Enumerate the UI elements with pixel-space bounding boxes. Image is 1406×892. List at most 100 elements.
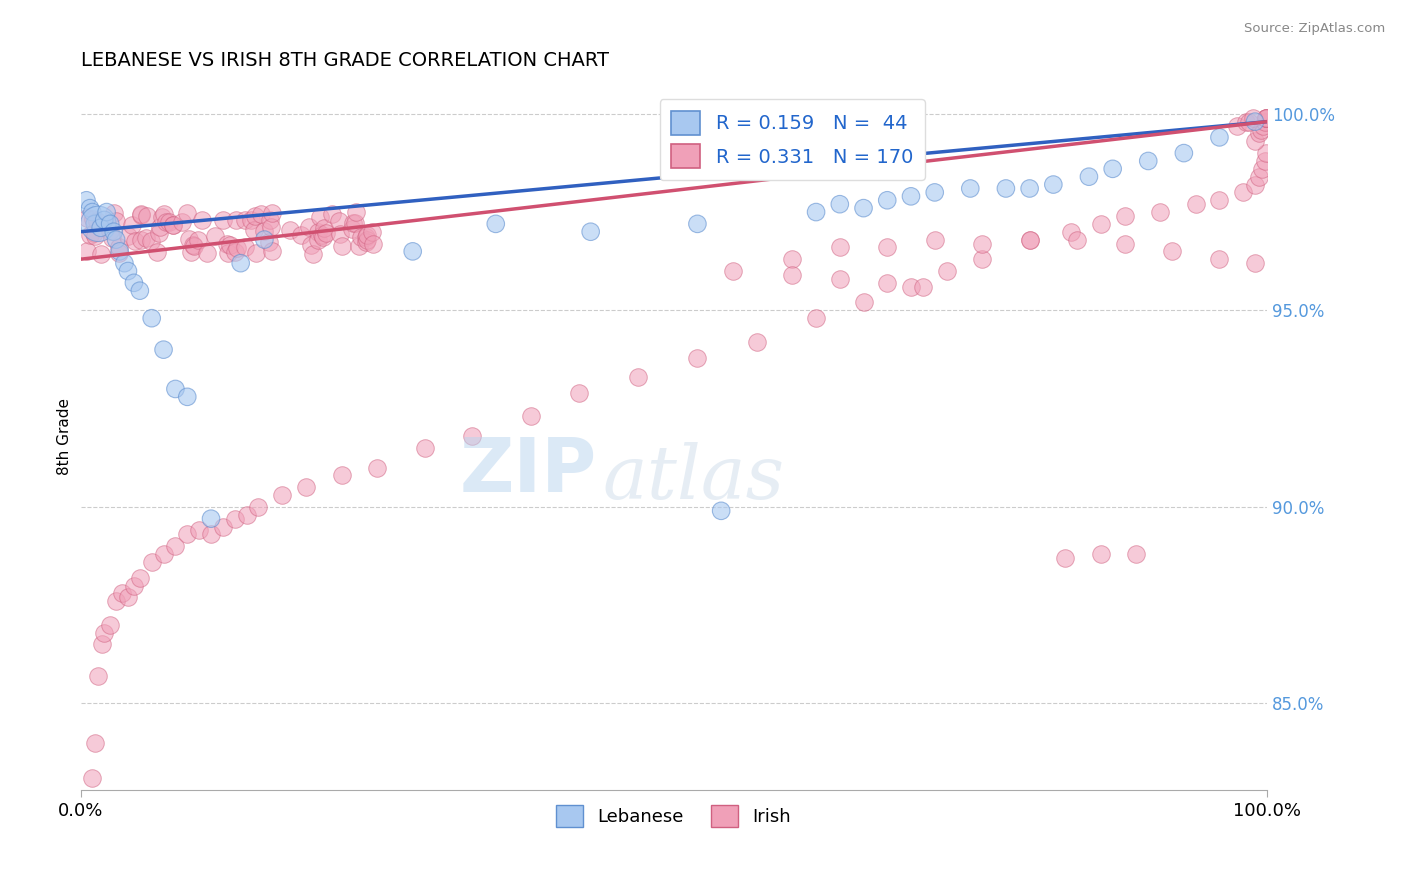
Point [1161, 244, 1184, 259]
Point [82, 211, 104, 226]
Point [686, 351, 709, 365]
Point [181, 238, 204, 252]
Point [350, 230, 373, 244]
Point [135, 210, 157, 224]
Point [1090, 547, 1112, 561]
Point [1237, 114, 1260, 128]
Point [1208, 252, 1230, 267]
Point [311, 228, 333, 243]
Point [87, 669, 110, 683]
Point [108, 246, 131, 260]
Point [1253, 153, 1275, 168]
Point [959, 181, 981, 195]
Point [162, 218, 184, 232]
Point [141, 555, 163, 569]
Point [1114, 209, 1136, 223]
Point [76, 211, 98, 226]
Point [1247, 127, 1270, 141]
Point [340, 222, 363, 236]
Point [1208, 194, 1230, 208]
Y-axis label: 8th Grade: 8th Grade [58, 398, 72, 475]
Point [520, 409, 543, 424]
Point [315, 226, 337, 240]
Text: LEBANESE VS IRISH 8TH GRADE CORRELATION CHART: LEBANESE VS IRISH 8TH GRADE CORRELATION … [80, 51, 609, 70]
Point [165, 539, 187, 553]
Point [924, 233, 946, 247]
Point [225, 213, 247, 227]
Point [1241, 111, 1264, 125]
Point [972, 236, 994, 251]
Point [98, 223, 121, 237]
Point [170, 215, 193, 229]
Point [104, 213, 127, 227]
Point [1254, 111, 1277, 125]
Point [93, 213, 115, 227]
Point [307, 233, 329, 247]
Point [356, 233, 378, 247]
Point [1254, 146, 1277, 161]
Point [278, 223, 301, 237]
Point [128, 571, 150, 585]
Point [1114, 236, 1136, 251]
Point [218, 237, 240, 252]
Point [1247, 169, 1270, 184]
Point [129, 233, 152, 247]
Point [413, 441, 436, 455]
Point [900, 189, 922, 203]
Point [117, 264, 139, 278]
Point [1184, 197, 1206, 211]
Point [1060, 225, 1083, 239]
Point [233, 240, 256, 254]
Point [148, 226, 170, 240]
Point [93, 625, 115, 640]
Point [342, 216, 364, 230]
Point [307, 225, 329, 239]
Point [328, 214, 350, 228]
Point [139, 234, 162, 248]
Point [191, 213, 214, 227]
Point [900, 279, 922, 293]
Point [105, 233, 128, 247]
Point [308, 210, 330, 224]
Point [924, 186, 946, 200]
Point [240, 213, 263, 227]
Point [180, 244, 202, 259]
Point [152, 343, 174, 357]
Point [686, 217, 709, 231]
Point [828, 240, 851, 254]
Point [250, 206, 273, 220]
Point [271, 488, 294, 502]
Point [627, 370, 650, 384]
Point [86, 213, 108, 227]
Point [82, 771, 104, 785]
Point [155, 215, 177, 229]
Point [146, 244, 169, 259]
Point [782, 252, 804, 267]
Point [485, 217, 508, 231]
Point [1149, 205, 1171, 219]
Point [1054, 551, 1077, 566]
Point [111, 586, 134, 600]
Point [100, 230, 122, 244]
Point [828, 272, 851, 286]
Point [1125, 547, 1147, 561]
Point [852, 295, 875, 310]
Point [1018, 233, 1040, 247]
Point [299, 237, 322, 252]
Point [90, 247, 112, 261]
Point [876, 194, 898, 208]
Point [129, 207, 152, 221]
Point [176, 390, 198, 404]
Point [108, 244, 131, 259]
Point [876, 240, 898, 254]
Point [1090, 217, 1112, 231]
Point [75, 194, 97, 208]
Point [243, 223, 266, 237]
Point [343, 216, 366, 230]
Point [90, 220, 112, 235]
Point [361, 236, 384, 251]
Point [876, 276, 898, 290]
Point [745, 334, 768, 349]
Point [235, 508, 257, 522]
Point [911, 279, 934, 293]
